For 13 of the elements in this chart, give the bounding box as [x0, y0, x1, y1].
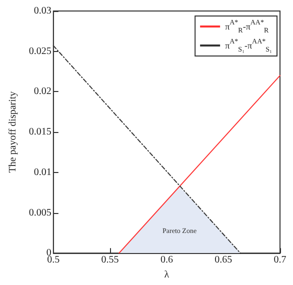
x-tick-label: 0.5: [47, 254, 60, 266]
y-tick-label: 0.005: [28, 207, 52, 218]
x-tick-label: 0.65: [214, 254, 232, 266]
y-tick-label: 0.03: [34, 6, 52, 16]
x-tick-label: 0.7: [274, 254, 286, 266]
y-tick-label: 0.01: [34, 166, 52, 178]
x-tick-label: 0.6: [160, 254, 173, 266]
y-tick-label: 0.02: [34, 86, 52, 98]
y-axis-title: The payoff disparity: [8, 91, 18, 173]
y-tick-label: 0.015: [28, 126, 52, 138]
x-axis-title: λ: [164, 270, 170, 280]
y-tick-label: 0.025: [28, 46, 52, 57]
x-tick-label: 0.55: [101, 254, 119, 266]
